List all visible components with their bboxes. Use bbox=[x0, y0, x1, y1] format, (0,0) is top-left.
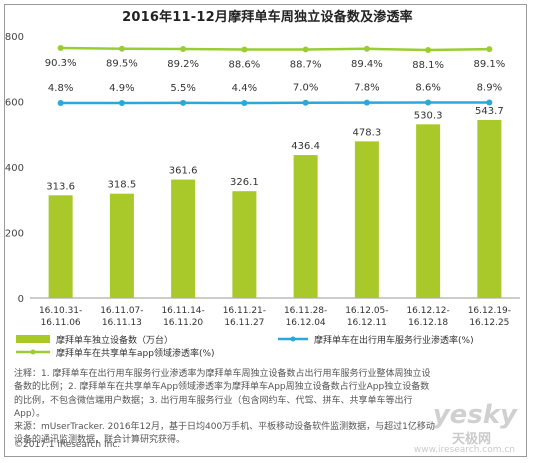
note-line: 备数的比例；2. 摩拜单车在共享单车App领域渗透率为摩拜单车App周独立设备数… bbox=[14, 382, 430, 393]
x-tick-label: 16.11.27 bbox=[224, 318, 264, 328]
bar-value-label: 361.6 bbox=[169, 166, 198, 177]
service-series-point bbox=[302, 99, 309, 106]
watermark-url: www.iresearch.com.cn bbox=[413, 445, 515, 455]
service-series-line bbox=[60, 101, 490, 105]
legend-share-marker bbox=[30, 349, 36, 355]
bar bbox=[477, 119, 502, 298]
share-series-value-label: 89.5% bbox=[106, 59, 138, 70]
service-series-point bbox=[425, 99, 432, 106]
share-series-value-label: 88.7% bbox=[290, 59, 322, 70]
share-series-value-label: 88.1% bbox=[412, 60, 444, 71]
x-tick-label: 16.11.14- bbox=[161, 306, 204, 316]
y-tick-label: 200 bbox=[5, 229, 24, 240]
bar bbox=[416, 124, 441, 298]
bar-value-label: 436.4 bbox=[291, 141, 320, 152]
watermark-logo: yesky bbox=[432, 400, 517, 430]
x-tick-label: 16.11.13 bbox=[102, 318, 142, 328]
share-series-point bbox=[302, 46, 309, 53]
share-series-point bbox=[180, 45, 187, 52]
note-line: 注释：1. 摩拜单车在出行用车服务行业渗透率为摩拜单车周独立设备数占出行用车服务… bbox=[14, 369, 431, 379]
note-line: 来源：mUserTracker. 2016年12月，基于日均400万手机、平板移… bbox=[14, 422, 435, 433]
copyright: ©2017.1 iResearch Inc. bbox=[14, 440, 121, 450]
footnotes: 注释：1. 摩拜单车在出行用车服务行业渗透率为摩拜单车周独立设备数占出行用车服务… bbox=[14, 368, 519, 448]
service-series-value-label: 4.8% bbox=[48, 83, 73, 94]
x-tick-label: 16.12.04 bbox=[286, 318, 326, 328]
x-tick-label: 16.12.25 bbox=[469, 318, 509, 328]
x-tick-label: 16.12.18 bbox=[408, 318, 448, 328]
chart-title: 2016年11-12月摩拜单车周独立设备数及渗透率 bbox=[122, 10, 413, 25]
x-tick-label: 16.12.19- bbox=[468, 306, 511, 316]
x-tick-label: 16.12.11 bbox=[347, 318, 387, 328]
note-line: 设备的通讯监测数据，联合计算研究获得。 bbox=[14, 435, 186, 446]
x-tick-label: 16.11.07- bbox=[100, 306, 143, 316]
share-series-line bbox=[60, 46, 490, 52]
service-series-value-label: 5.5% bbox=[170, 83, 195, 94]
bar-value-label: 478.3 bbox=[353, 127, 382, 138]
service-series-value-label: 7.0% bbox=[293, 83, 318, 94]
share-series-point bbox=[57, 45, 64, 51]
y-tick-label: 600 bbox=[5, 98, 24, 109]
x-tick-label: 16.12.12- bbox=[406, 306, 449, 316]
note-line: App）。 bbox=[14, 408, 46, 419]
y-tick-label: 400 bbox=[5, 163, 24, 174]
y-tick-label: 800 bbox=[5, 32, 24, 43]
share-series-value-label: 89.1% bbox=[473, 59, 505, 70]
x-tick-label: 16.12.05- bbox=[345, 306, 388, 316]
bar bbox=[48, 195, 73, 298]
bar bbox=[293, 155, 318, 298]
service-series-value-label: 4.9% bbox=[109, 83, 134, 94]
bar-value-label: 313.6 bbox=[46, 181, 75, 192]
bar-value-label: 318.5 bbox=[108, 180, 137, 191]
note-line: 的比例，不包含微信端用户数据；3. 出行用车服务行业（包含网约车、代驾、拼车、共… bbox=[14, 395, 413, 406]
x-tick-label: 16.11.06 bbox=[41, 318, 81, 328]
bar-value-label: 543.7 bbox=[475, 106, 504, 117]
bar bbox=[109, 193, 134, 298]
share-series-value-label: 89.4% bbox=[351, 59, 383, 70]
share-series-point bbox=[486, 46, 493, 53]
bar bbox=[232, 191, 257, 298]
x-tick-label: 16.10.31- bbox=[39, 306, 82, 316]
service-series-point bbox=[486, 99, 493, 106]
service-series-point bbox=[57, 100, 64, 106]
watermark-subtitle: 天极网 bbox=[451, 432, 491, 447]
service-series-point bbox=[363, 99, 370, 106]
y-tick-label: 0 bbox=[18, 294, 24, 305]
service-series-value-label: 8.9% bbox=[477, 83, 502, 94]
service-series-point bbox=[241, 100, 248, 107]
share-series-value-label: 90.3% bbox=[45, 58, 77, 69]
x-tick-label: 16.11.21- bbox=[223, 306, 266, 316]
legend-bar-label: 摩拜单车独立设备数（万台） bbox=[56, 334, 173, 346]
x-tick-label: 16.11.20 bbox=[163, 318, 203, 328]
legend-service-label: 摩拜单车在出行用车服务行业渗透率(%) bbox=[314, 334, 474, 346]
share-series-point bbox=[118, 45, 125, 52]
share-series-point bbox=[241, 46, 248, 53]
service-series-point bbox=[118, 99, 125, 106]
bar bbox=[171, 179, 196, 298]
service-series-point bbox=[180, 99, 187, 106]
service-series-value-label: 7.8% bbox=[354, 83, 379, 94]
bar-value-label: 326.1 bbox=[230, 177, 259, 188]
share-series-point bbox=[425, 46, 432, 53]
service-series-value-label: 8.6% bbox=[415, 83, 440, 94]
legend-share-label: 摩拜单车在共享单车app领域渗透率(%) bbox=[56, 347, 215, 359]
bar-value-label: 530.3 bbox=[414, 110, 443, 121]
x-tick-label: 16.11.28- bbox=[284, 306, 327, 316]
share-series-value-label: 88.6% bbox=[228, 60, 260, 71]
service-series-value-label: 4.4% bbox=[232, 83, 257, 94]
share-series-value-label: 89.2% bbox=[167, 59, 199, 70]
share-series-point bbox=[363, 45, 370, 52]
legend-bar-swatch bbox=[16, 335, 50, 343]
bar bbox=[354, 141, 379, 298]
legend-service-marker bbox=[290, 336, 296, 342]
